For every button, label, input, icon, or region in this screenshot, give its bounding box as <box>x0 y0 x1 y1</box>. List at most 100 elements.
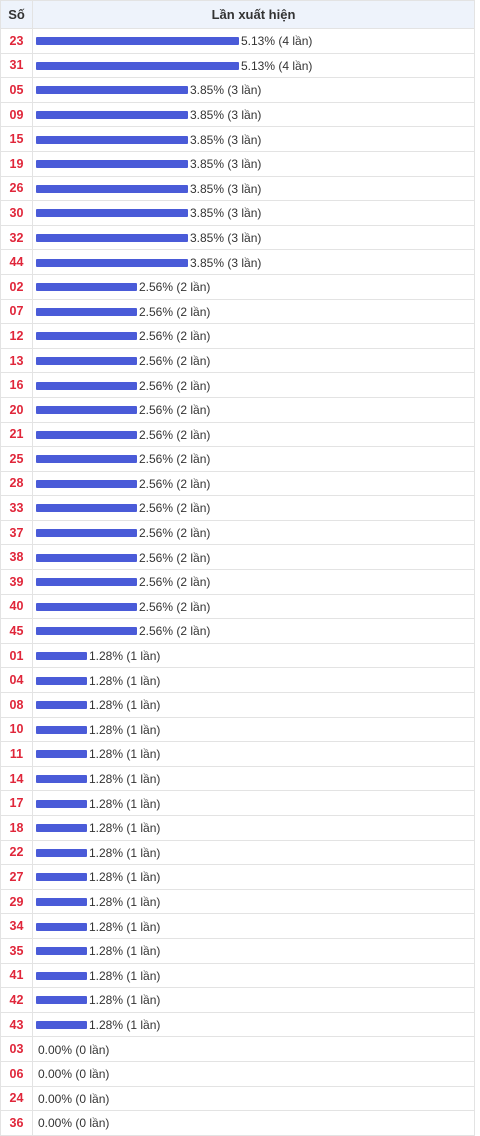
frequency-label: 2.56% (2 lần) <box>139 624 211 639</box>
row-frequency-cell: 0.00% (0 lần) <box>32 1036 475 1062</box>
row-number: 43 <box>0 1011 33 1038</box>
frequency-bar <box>36 652 87 661</box>
table-row: 32 3.85% (3 lần) <box>0 224 475 251</box>
frequency-bar <box>36 61 239 70</box>
column-header-frequency: Lần xuất hiện <box>32 0 475 29</box>
table-row: 14 1.28% (1 lần) <box>0 765 475 792</box>
frequency-bar <box>36 701 87 710</box>
frequency-label: 2.56% (2 lần) <box>139 526 211 541</box>
table-row: 22 1.28% (1 lần) <box>0 839 475 866</box>
row-frequency-cell: 3.85% (3 lần) <box>32 175 475 202</box>
row-frequency-cell: 3.85% (3 lần) <box>32 150 475 177</box>
row-frequency-cell: 2.56% (2 lần) <box>32 446 475 472</box>
table-row: 38 2.56% (2 lần) <box>0 544 475 571</box>
table-row: 09 3.85% (3 lần) <box>0 101 475 128</box>
row-number: 33 <box>0 495 33 521</box>
frequency-bar <box>36 184 188 193</box>
frequency-bar <box>36 135 188 144</box>
row-frequency-cell: 2.56% (2 lần) <box>32 544 475 571</box>
frequency-bar <box>36 775 87 784</box>
frequency-label: 1.28% (1 lần) <box>89 894 161 909</box>
frequency-label: 3.85% (3 lần) <box>190 255 262 270</box>
table-row: 35 1.28% (1 lần) <box>0 937 475 964</box>
table-row: 04 1.28% (1 lần) <box>0 667 475 694</box>
table-row: 13 2.56% (2 lần) <box>0 347 475 374</box>
frequency-label: 3.85% (3 lần) <box>190 181 262 196</box>
frequency-bar <box>36 602 137 611</box>
row-number: 19 <box>0 150 33 177</box>
frequency-label: 0.00% (0 lần) <box>38 1091 110 1106</box>
frequency-bar <box>36 824 87 833</box>
frequency-bar <box>36 479 137 488</box>
frequency-bar <box>36 160 188 169</box>
frequency-bar <box>36 209 188 218</box>
table-row: 06 0.00% (0 lần) <box>0 1060 475 1087</box>
frequency-label: 2.56% (2 lần) <box>139 452 211 467</box>
row-number: 26 <box>0 175 33 202</box>
table-row: 45 2.56% (2 lần) <box>0 618 475 644</box>
row-number: 15 <box>0 126 33 152</box>
frequency-bar <box>36 922 87 931</box>
frequency-bar <box>36 258 188 267</box>
row-number: 39 <box>0 569 33 595</box>
frequency-label: 1.28% (1 lần) <box>89 1017 161 1032</box>
row-frequency-cell: 1.28% (1 lần) <box>32 741 475 767</box>
frequency-label: 3.85% (3 lần) <box>190 107 262 122</box>
row-frequency-cell: 1.28% (1 lần) <box>32 888 475 915</box>
frequency-label: 0.00% (0 lần) <box>38 1116 110 1131</box>
row-number: 31 <box>0 52 33 79</box>
table-row: 28 2.56% (2 lần) <box>0 470 475 497</box>
row-number: 10 <box>0 716 33 743</box>
frequency-label: 2.56% (2 lần) <box>139 353 211 368</box>
frequency-bar <box>36 332 137 341</box>
frequency-bar <box>36 725 87 734</box>
frequency-label: 1.28% (1 lần) <box>89 845 161 860</box>
row-frequency-cell: 5.13% (4 lần) <box>32 28 475 54</box>
row-frequency-cell: 1.28% (1 lần) <box>32 839 475 866</box>
row-number: 44 <box>0 249 33 275</box>
table-row: 17 1.28% (1 lần) <box>0 790 475 816</box>
frequency-bar <box>36 86 188 95</box>
row-number: 05 <box>0 77 33 103</box>
frequency-label: 2.56% (2 lần) <box>139 599 211 614</box>
frequency-label: 1.28% (1 lần) <box>89 919 161 934</box>
table-row: 27 1.28% (1 lần) <box>0 864 475 890</box>
row-number: 14 <box>0 765 33 792</box>
frequency-bar <box>36 406 137 415</box>
frequency-label: 2.56% (2 lần) <box>139 378 211 393</box>
row-frequency-cell: 2.56% (2 lần) <box>32 372 475 398</box>
frequency-label: 2.56% (2 lần) <box>139 427 211 442</box>
frequency-bar <box>36 455 137 464</box>
frequency-label: 1.28% (1 lần) <box>89 821 161 836</box>
table-row: 20 2.56% (2 lần) <box>0 396 475 423</box>
frequency-bar <box>36 897 87 906</box>
row-number: 12 <box>0 323 33 349</box>
row-number: 25 <box>0 446 33 472</box>
table-row: 44 3.85% (3 lần) <box>0 249 475 275</box>
row-number: 35 <box>0 937 33 964</box>
row-number: 20 <box>0 396 33 423</box>
row-number: 16 <box>0 372 33 398</box>
row-number: 03 <box>0 1036 33 1062</box>
table-row: 01 1.28% (1 lần) <box>0 642 475 669</box>
frequency-bar <box>36 799 87 808</box>
row-number: 22 <box>0 839 33 866</box>
frequency-label: 3.85% (3 lần) <box>190 230 262 245</box>
row-frequency-cell: 2.56% (2 lần) <box>32 470 475 497</box>
row-frequency-cell: 1.28% (1 lần) <box>32 913 475 939</box>
frequency-label: 2.56% (2 lần) <box>139 550 211 565</box>
frequency-label: 2.56% (2 lần) <box>139 575 211 590</box>
table-row: 07 2.56% (2 lần) <box>0 298 475 325</box>
table-row: 21 2.56% (2 lần) <box>0 421 475 448</box>
frequency-label: 0.00% (0 lần) <box>38 1067 110 1082</box>
frequency-bar <box>36 971 87 980</box>
row-frequency-cell: 2.56% (2 lần) <box>32 323 475 349</box>
table-row: 25 2.56% (2 lần) <box>0 446 475 472</box>
table-row: 15 3.85% (3 lần) <box>0 126 475 152</box>
table-row: 33 2.56% (2 lần) <box>0 495 475 521</box>
row-number: 42 <box>0 987 33 1013</box>
table-row: 05 3.85% (3 lần) <box>0 77 475 103</box>
table-row: 30 3.85% (3 lần) <box>0 200 475 226</box>
table-row: 40 2.56% (2 lần) <box>0 593 475 620</box>
table-row: 31 5.13% (4 lần) <box>0 52 475 79</box>
